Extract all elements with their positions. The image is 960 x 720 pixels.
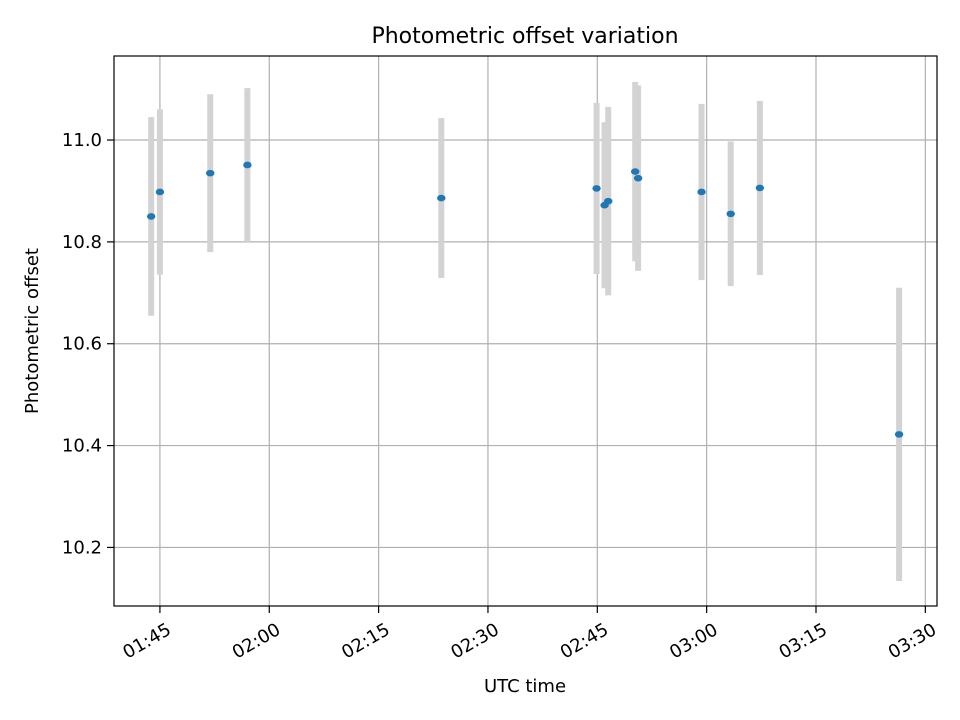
y-axis-label: Photometric offset: [22, 248, 43, 414]
data-point: [894, 431, 904, 438]
data-point: [592, 185, 601, 192]
data-point: [155, 188, 165, 196]
data-point: [604, 197, 613, 205]
data-point: [697, 188, 706, 196]
chart-title: Photometric offset variation: [371, 24, 678, 49]
data-point: [631, 168, 640, 175]
data-point: [633, 174, 643, 182]
point-layer: [146, 161, 904, 438]
y-axis-ticks: 10.2 10.4 10.6 10.8 11.0: [62, 130, 114, 558]
data-point: [146, 213, 156, 220]
grid-layer: [114, 56, 937, 606]
data-point: [206, 169, 215, 177]
plot-frame: [113, 55, 938, 607]
y-tick-label: 11.0: [62, 130, 102, 151]
data-point: [437, 194, 446, 202]
y-tick-label: 10.2: [62, 537, 102, 558]
data-point: [243, 161, 252, 169]
y-tick-label: 10.4: [62, 436, 102, 457]
data-point: [755, 184, 765, 192]
x-axis-label: UTC time: [484, 676, 566, 697]
data-point: [726, 210, 735, 218]
y-tick-label: 10.8: [62, 232, 102, 253]
y-tick-label: 10.6: [62, 334, 102, 355]
